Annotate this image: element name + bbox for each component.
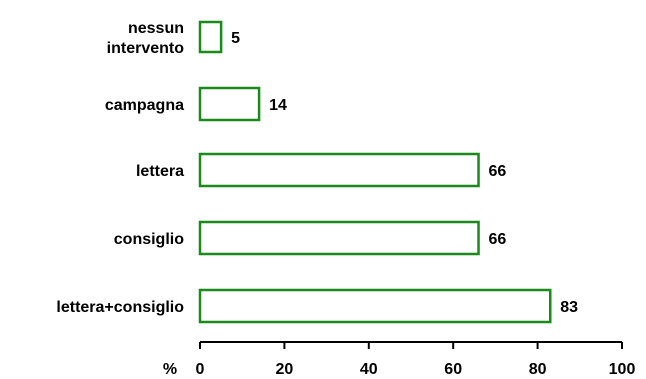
bar: [198, 20, 223, 54]
value-label: 66: [489, 163, 507, 180]
bar: [198, 152, 480, 188]
x-tick-label: 60: [444, 361, 462, 378]
category-label: lettera: [136, 163, 184, 180]
x-tick-label: 100: [609, 361, 636, 378]
value-label: 83: [560, 299, 578, 316]
value-label: 5: [231, 30, 240, 47]
category-label: lettera+consiglio: [56, 299, 184, 316]
x-tick-label: 20: [276, 361, 294, 378]
value-label: 66: [489, 231, 507, 248]
bar: [198, 288, 552, 324]
x-tick-label: 80: [529, 361, 547, 378]
x-tick-label: 0: [196, 361, 205, 378]
bars-layer: 5 nessun intervento 14 campagna 66 lettera 66 co…: [56, 20, 578, 324]
x-axis-unit-label: %: [163, 361, 177, 378]
category-label: nessun: [128, 20, 184, 37]
x-tick-label: 40: [360, 361, 378, 378]
bar: [198, 220, 480, 256]
category-label: intervento: [107, 40, 185, 57]
bar: [198, 86, 261, 122]
x-axis: 0 20 40 60 80 100%: [163, 341, 636, 378]
category-label: consiglio: [114, 231, 184, 248]
category-label: campagna: [105, 97, 184, 114]
value-label: 14: [269, 97, 287, 114]
